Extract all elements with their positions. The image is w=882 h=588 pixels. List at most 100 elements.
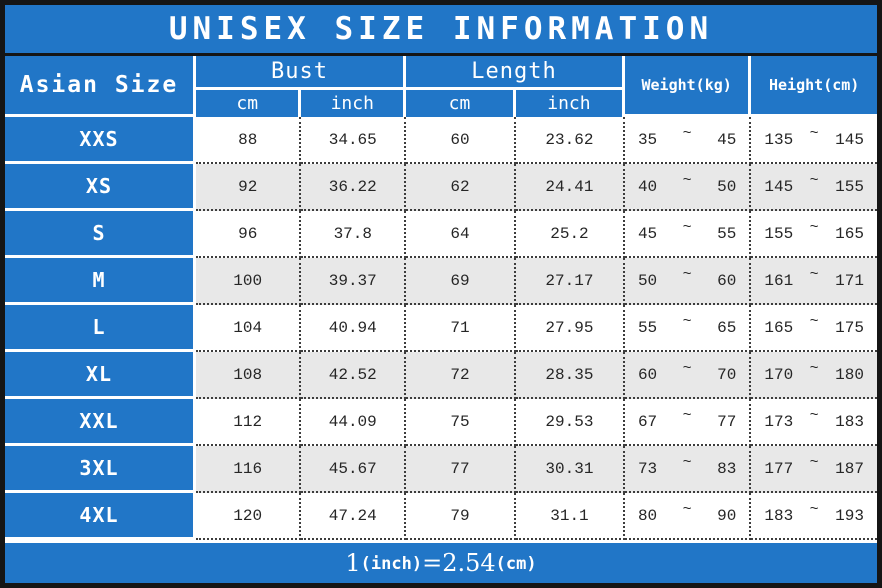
tilde-separator: ~ — [809, 125, 819, 142]
table-row: XS 92 36.22 62 24.41 40 ~ 50 145 ~ 155 — [5, 164, 877, 211]
tilde-separator: ~ — [809, 360, 819, 377]
height-range-cell: 165 ~ 175 — [751, 305, 877, 352]
table-row: XXS 88 34.65 60 23.62 35 ~ 45 135 ~ 145 — [5, 117, 877, 164]
length-cm-value: 64 — [406, 211, 516, 258]
conversion-unit-inch: (inch) — [360, 554, 423, 574]
height-min: 135 — [764, 130, 794, 149]
table-row: S 96 37.8 64 25.2 45 ~ 55 155 ~ 165 — [5, 211, 877, 258]
bust-inch-value: 36.22 — [301, 164, 407, 211]
bust-cm-value: 112 — [195, 399, 302, 446]
bust-cm-value: 88 — [195, 117, 302, 164]
height-max: 193 — [835, 506, 864, 525]
weight-min: 60 — [637, 365, 658, 384]
col-header-asian-size: Asian Size — [5, 56, 196, 117]
size-label: XS — [5, 164, 196, 211]
height-range: 135 ~ 145 — [751, 125, 877, 149]
weight-range-cell: 55 ~ 65 — [624, 305, 752, 352]
height-range: 173 ~ 183 — [751, 407, 877, 431]
col-header-bust-cm: cm — [195, 90, 302, 117]
size-label: XXL — [5, 399, 196, 446]
col-header-bust: Bust — [195, 56, 407, 90]
weight-max: 70 — [717, 365, 737, 384]
weight-range: 80 ~ 90 — [625, 501, 749, 525]
length-cm-value: 75 — [406, 399, 516, 446]
bust-inch-value: 42.52 — [301, 352, 407, 399]
table-row: M 100 39.37 69 27.17 50 ~ 60 161 ~ 171 — [5, 258, 877, 305]
bust-inch-value: 34.65 — [301, 117, 407, 164]
height-max: 175 — [835, 318, 864, 337]
height-min: 145 — [764, 177, 794, 196]
weight-range-cell: 50 ~ 60 — [624, 258, 752, 305]
weight-range: 67 ~ 77 — [625, 407, 749, 431]
height-min: 170 — [764, 365, 794, 384]
bust-inch-value: 45.67 — [301, 446, 407, 493]
height-range: 170 ~ 180 — [751, 360, 877, 384]
weight-range: 40 ~ 50 — [625, 172, 749, 196]
col-header-height: Height(cm) — [751, 56, 877, 117]
weight-max: 65 — [717, 318, 737, 337]
size-label: XL — [5, 352, 196, 399]
table-body: XXS 88 34.65 60 23.62 35 ~ 45 135 ~ 145 … — [5, 117, 877, 540]
weight-max: 90 — [717, 506, 737, 525]
height-min: 155 — [764, 224, 794, 243]
bust-inch-value: 40.94 — [301, 305, 407, 352]
height-range-cell: 183 ~ 193 — [751, 493, 877, 540]
length-inch-value: 27.17 — [515, 258, 625, 305]
height-range: 183 ~ 193 — [751, 501, 877, 525]
size-label: S — [5, 211, 196, 258]
weight-range-cell: 67 ~ 77 — [624, 399, 752, 446]
height-min: 177 — [764, 459, 794, 478]
height-range: 165 ~ 175 — [751, 313, 877, 337]
weight-min: 50 — [637, 271, 658, 290]
weight-min: 67 — [637, 412, 658, 431]
table-row: 4XL 120 47.24 79 31.1 80 ~ 90 183 ~ 193 — [5, 493, 877, 540]
col-header-length-cm: cm — [406, 90, 516, 117]
height-range-cell: 135 ~ 145 — [751, 117, 877, 164]
bust-cm-value: 116 — [195, 446, 302, 493]
height-min: 161 — [764, 271, 794, 290]
weight-max: 60 — [717, 271, 737, 290]
length-inch-value: 23.62 — [515, 117, 625, 164]
length-cm-value: 62 — [406, 164, 516, 211]
tilde-separator: ~ — [682, 360, 692, 377]
conversion-value-cm: 2.54 — [442, 549, 496, 577]
page-title: UNISEX SIZE INFORMATION — [5, 5, 877, 56]
height-range: 161 ~ 171 — [751, 266, 877, 290]
weight-range: 35 ~ 45 — [625, 125, 749, 149]
weight-range: 55 ~ 65 — [625, 313, 749, 337]
tilde-separator: ~ — [809, 407, 819, 424]
size-label: M — [5, 258, 196, 305]
col-header-weight: Weight(kg) — [624, 56, 752, 117]
bust-cm-value: 120 — [195, 493, 302, 540]
length-cm-value: 77 — [406, 446, 516, 493]
weight-range-cell: 45 ~ 55 — [624, 211, 752, 258]
height-max: 183 — [835, 412, 864, 431]
length-cm-value: 60 — [406, 117, 516, 164]
height-range-cell: 161 ~ 171 — [751, 258, 877, 305]
weight-range-cell: 80 ~ 90 — [624, 493, 752, 540]
weight-range: 50 ~ 60 — [625, 266, 749, 290]
size-label: L — [5, 305, 196, 352]
tilde-separator: ~ — [809, 313, 819, 330]
height-max: 145 — [835, 130, 864, 149]
tilde-separator: ~ — [682, 501, 692, 518]
weight-min: 73 — [637, 459, 658, 478]
height-max: 171 — [835, 271, 864, 290]
weight-min: 40 — [637, 177, 658, 196]
size-label: XXS — [5, 117, 196, 164]
weight-min: 35 — [637, 130, 658, 149]
bust-cm-value: 108 — [195, 352, 302, 399]
bust-cm-value: 96 — [195, 211, 302, 258]
length-inch-value: 29.53 — [515, 399, 625, 446]
height-range: 145 ~ 155 — [751, 172, 877, 196]
table-row: XXL 112 44.09 75 29.53 67 ~ 77 173 ~ 183 — [5, 399, 877, 446]
tilde-separator: ~ — [682, 172, 692, 189]
length-inch-value: 28.35 — [515, 352, 625, 399]
height-min: 173 — [764, 412, 794, 431]
weight-min: 55 — [637, 318, 658, 337]
height-max: 155 — [835, 177, 864, 196]
height-max: 180 — [835, 365, 864, 384]
weight-max: 45 — [717, 130, 737, 149]
height-min: 183 — [764, 506, 794, 525]
